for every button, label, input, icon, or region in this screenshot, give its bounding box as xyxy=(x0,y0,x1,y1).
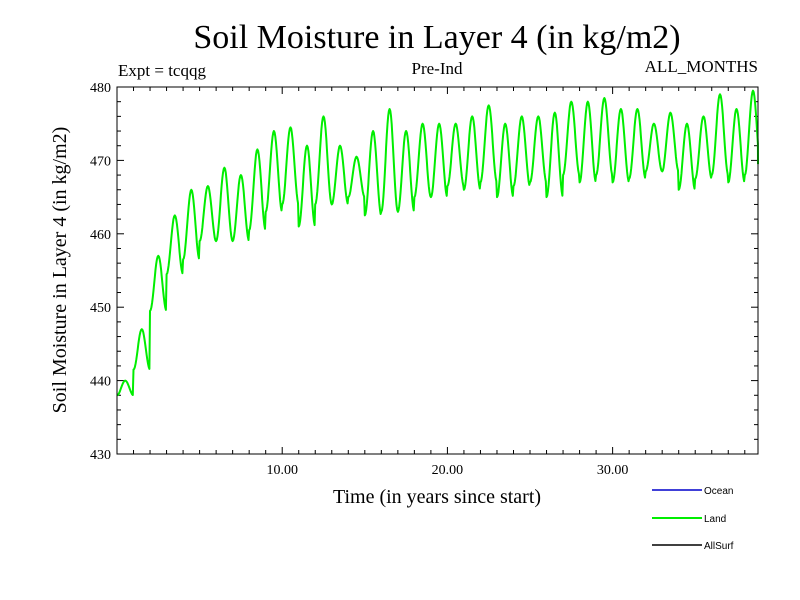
y-axis-tick-labels: 430 440 450 460 470 480 xyxy=(90,81,111,463)
legend-ocean-label: Ocean xyxy=(704,486,733,497)
y-tick-label: 450 xyxy=(90,301,111,316)
y-tick-label: 480 xyxy=(90,81,111,96)
months-label: ALL_MONTHS xyxy=(645,57,758,76)
x-tick-label: 20.00 xyxy=(432,463,464,478)
x-axis-ticks xyxy=(133,87,746,454)
y-axis-label: Soil Moisture in Layer 4 (in kg/m2) xyxy=(49,127,71,414)
chart-title: Soil Moisture in Layer 4 (in kg/m2) xyxy=(193,19,680,56)
y-axis-ticks xyxy=(117,86,758,455)
y-tick-label: 440 xyxy=(90,375,111,390)
y-tick-label: 470 xyxy=(90,154,111,169)
scenario-label: Pre-Ind xyxy=(412,59,463,78)
y-tick-label: 460 xyxy=(90,228,111,243)
plot-frame xyxy=(116,86,759,455)
legend-allsurf-label: AllSurf xyxy=(704,541,734,552)
x-tick-label: 10.00 xyxy=(266,463,298,478)
x-tick-label: 30.00 xyxy=(597,463,629,478)
land-series-line xyxy=(116,89,759,397)
x-axis-label: Time (in years since start) xyxy=(333,486,541,508)
x-axis-tick-labels: 10.00 20.00 30.00 xyxy=(266,463,628,478)
experiment-label: Expt = tcqqg xyxy=(118,61,206,80)
legend: Ocean Land AllSurf xyxy=(652,486,734,552)
legend-land-label: Land xyxy=(704,514,726,525)
y-tick-label: 430 xyxy=(90,448,111,463)
